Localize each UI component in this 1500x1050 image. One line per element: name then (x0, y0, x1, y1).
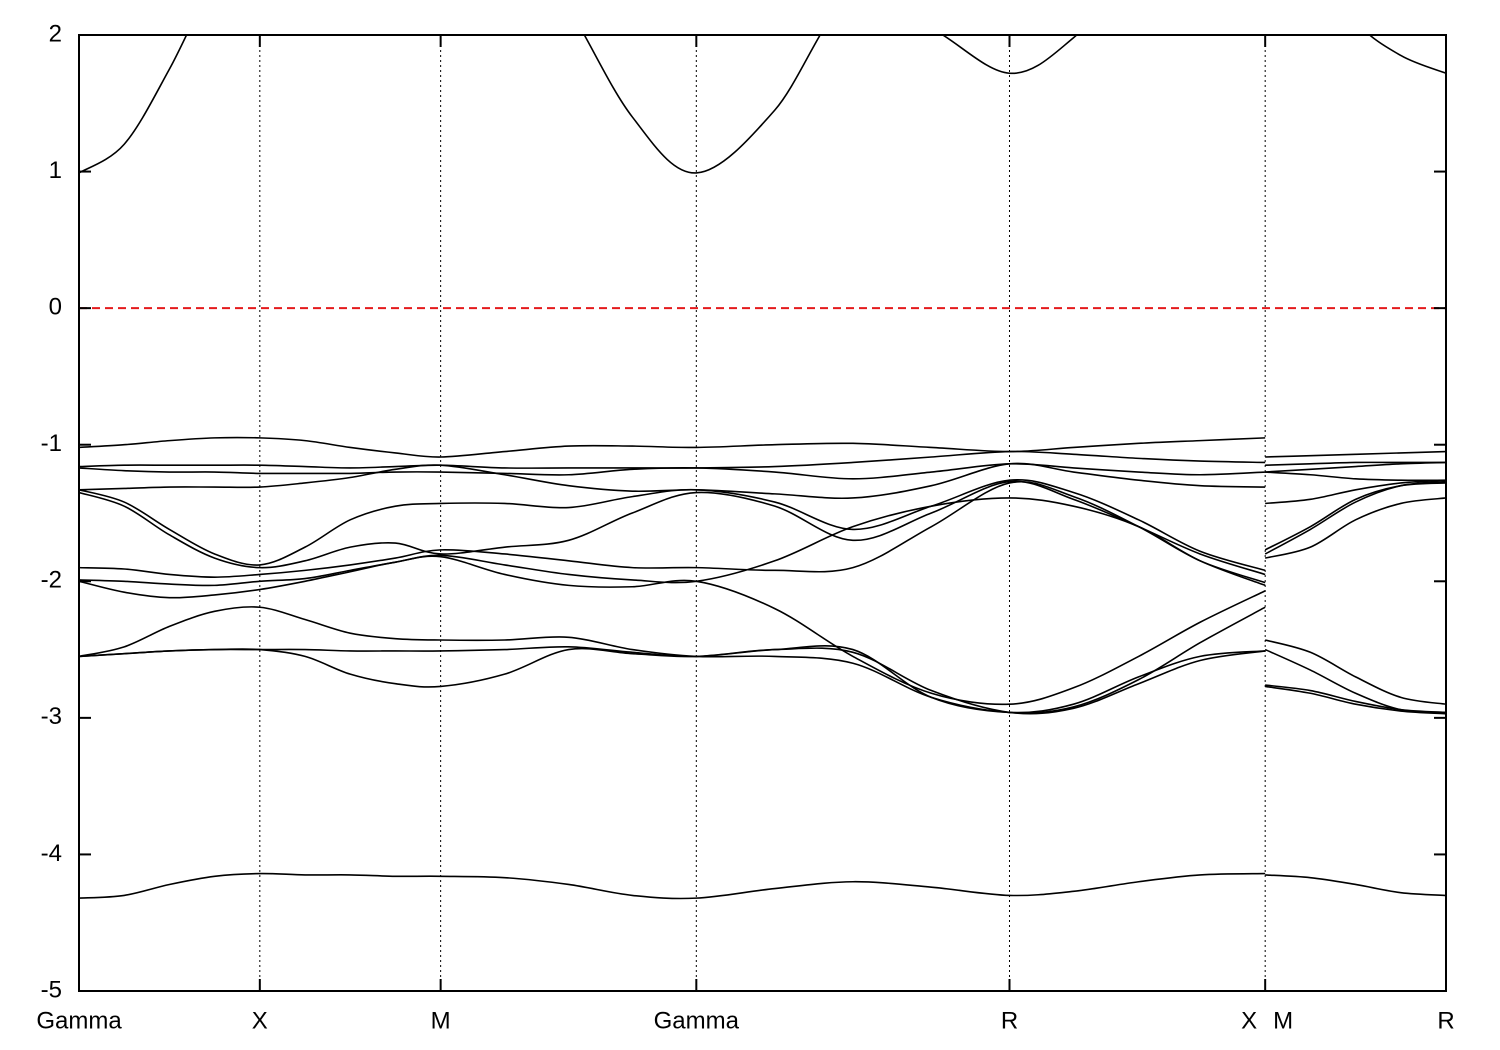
band-line (79, 647, 1446, 715)
y-tick-label: 1 (49, 157, 62, 184)
band-line (79, 462, 1446, 500)
y-tick-label: -3 (41, 703, 62, 730)
x-tick-label: M (431, 1007, 451, 1034)
x-tick-label: R (1001, 1007, 1018, 1034)
band-line (79, 450, 1446, 469)
plot-frame (78, 34, 1447, 992)
plot-area (79, 35, 1446, 900)
x-tick-label: R (1437, 1007, 1454, 1034)
band-line (79, 35, 1446, 174)
band-line (79, 555, 1446, 706)
x-tick-label: X (1241, 1007, 1257, 1034)
y-tick-label: 2 (49, 20, 62, 47)
x-tick-label: X (252, 1007, 268, 1034)
band-line (79, 479, 1446, 572)
y-tick-label: -4 (41, 840, 62, 867)
band-line (79, 461, 1446, 480)
band-line (79, 872, 1446, 900)
x-tick-label: M (1273, 1007, 1293, 1034)
y-tick-label: 0 (49, 293, 62, 320)
x-tick-label: Gamma (654, 1007, 740, 1034)
y-tick-label: -2 (41, 567, 62, 594)
band-line (79, 436, 1446, 458)
x-tick-label: Gamma (36, 1007, 122, 1034)
band-line (79, 481, 1446, 584)
y-tick-label: -1 (41, 430, 62, 457)
band-line (79, 497, 1446, 587)
y-tick-label: -5 (41, 976, 62, 1003)
